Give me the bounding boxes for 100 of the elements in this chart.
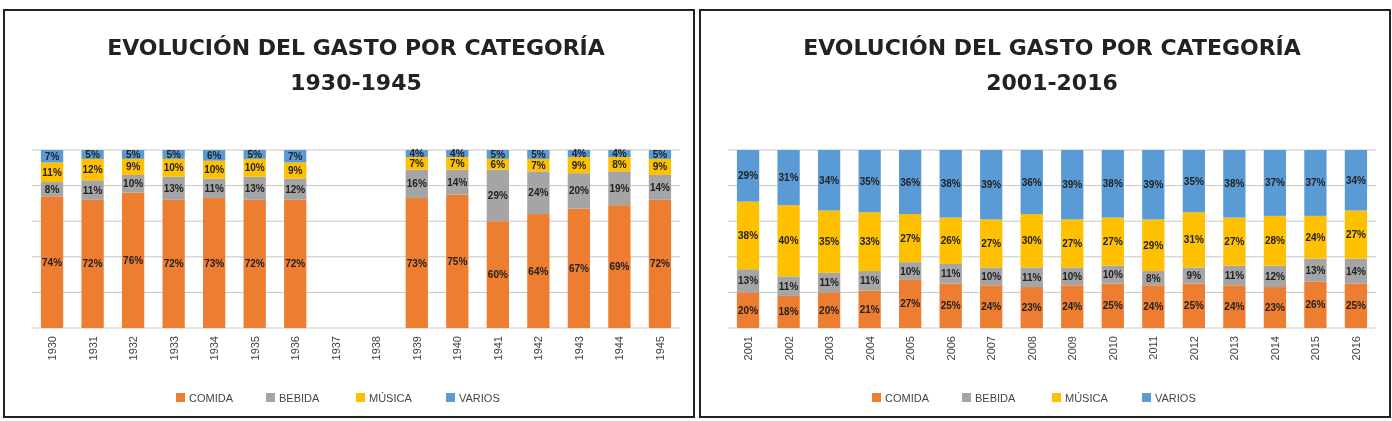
data-label: 35%	[819, 236, 840, 248]
data-label: 73%	[204, 257, 225, 269]
legend-label: VARIOS	[459, 392, 500, 404]
legend-label: COMIDA	[885, 392, 930, 404]
data-label: 27%	[900, 298, 921, 310]
data-label: 13%	[244, 182, 265, 194]
bar	[777, 205, 800, 277]
data-label: 35%	[859, 175, 880, 187]
data-label: 13%	[163, 182, 184, 194]
x-tick-label: 2007	[985, 336, 998, 361]
data-label: 10%	[244, 162, 265, 174]
legend-label: MÚSICA	[1065, 392, 1109, 404]
data-label: 24%	[1143, 301, 1164, 313]
x-tick-label: 2005	[904, 336, 917, 361]
data-label: 24%	[528, 187, 549, 199]
x-tick-label: 2004	[863, 336, 876, 361]
data-label: 25%	[1345, 300, 1367, 312]
data-label: 11%	[778, 280, 799, 292]
data-label: 5%	[125, 148, 141, 160]
data-label: 72%	[244, 258, 265, 270]
data-label: 27%	[1062, 237, 1083, 249]
data-label: 27%	[1102, 236, 1123, 248]
data-label: 73%	[406, 257, 427, 269]
x-tick-label: 1942	[532, 336, 545, 361]
bar	[486, 221, 509, 328]
x-tick-label: 2015	[1309, 336, 1322, 361]
data-label: 4%	[571, 148, 587, 160]
data-label: 38%	[940, 178, 961, 190]
data-label: 34%	[819, 174, 840, 186]
data-label: 24%	[1062, 301, 1083, 313]
data-label: 30%	[1021, 235, 1042, 247]
bar	[446, 194, 469, 328]
data-label: 27%	[900, 232, 921, 244]
data-label: 11%	[819, 277, 839, 289]
data-label: 13%	[738, 275, 759, 287]
data-label: 10%	[1062, 270, 1083, 282]
x-tick-label: 2006	[944, 336, 957, 361]
data-label: 5%	[531, 148, 546, 160]
data-label: 21%	[859, 303, 880, 315]
data-label: 28%	[1264, 235, 1285, 247]
data-label: 14%	[649, 181, 671, 193]
bar	[980, 150, 1003, 220]
x-tick-label: 1936	[289, 336, 302, 361]
bar	[648, 199, 672, 328]
data-label: 18%	[778, 306, 799, 318]
x-tick-label: 1935	[248, 336, 261, 361]
data-label: 36%	[900, 176, 921, 188]
data-label: 7%	[287, 150, 303, 162]
chart-subtitle: 2001-2016	[986, 70, 1118, 95]
x-tick-label: 1933	[167, 336, 180, 361]
data-label: 11%	[82, 184, 103, 196]
chart-subtitle: 1930-1945	[290, 70, 422, 95]
data-label: 76%	[123, 254, 144, 266]
x-tick-label: 1944	[613, 336, 626, 361]
data-label: 7%	[44, 150, 60, 162]
bar	[81, 199, 104, 328]
data-label: 29%	[738, 170, 759, 182]
data-label: 40%	[778, 235, 799, 247]
data-label: 4%	[612, 148, 627, 160]
data-label: 72%	[163, 258, 184, 270]
data-label: 12%	[285, 183, 306, 195]
data-label: 60%	[487, 269, 508, 281]
data-label: 10%	[981, 270, 1002, 282]
x-tick-label: 2001	[742, 336, 755, 361]
bar	[1223, 285, 1246, 328]
bar	[858, 212, 881, 272]
data-label: 37%	[1264, 177, 1285, 189]
x-tick-label: 1940	[451, 336, 464, 361]
data-label: 11%	[1224, 269, 1245, 281]
x-tick-label: 1938	[370, 336, 383, 361]
bar	[284, 199, 307, 328]
data-label: 9%	[287, 164, 303, 176]
bar	[1101, 150, 1124, 218]
x-tick-label: 1930	[46, 336, 59, 361]
data-label: 7%	[409, 157, 425, 169]
data-label: 75%	[447, 255, 468, 267]
bar	[1223, 217, 1246, 266]
legend-label: BEBIDA	[279, 392, 321, 404]
data-label: 23%	[1264, 302, 1285, 314]
data-label: 8%	[1146, 272, 1161, 284]
chart-title: EVOLUCIÓN DEL GASTO POR CATEGORÍA	[803, 35, 1301, 60]
data-label: 9%	[1186, 269, 1202, 281]
x-tick-label: 1939	[410, 336, 423, 361]
data-label: 11%	[204, 182, 224, 194]
bar	[121, 192, 145, 328]
data-label: 39%	[1062, 179, 1083, 191]
data-label: 5%	[166, 148, 181, 160]
bar	[203, 198, 226, 328]
data-label: 10%	[204, 164, 225, 176]
data-label: 39%	[981, 179, 1002, 191]
x-tick-label: 2002	[782, 336, 795, 361]
bar	[567, 208, 591, 328]
data-label: 26%	[940, 235, 961, 247]
bar	[777, 150, 800, 206]
x-tick-label: 2010	[1106, 336, 1119, 361]
bar	[1304, 215, 1327, 259]
data-label: 69%	[609, 261, 630, 273]
bar	[1344, 150, 1368, 211]
bar	[1020, 150, 1043, 215]
data-label: 25%	[1102, 300, 1123, 312]
